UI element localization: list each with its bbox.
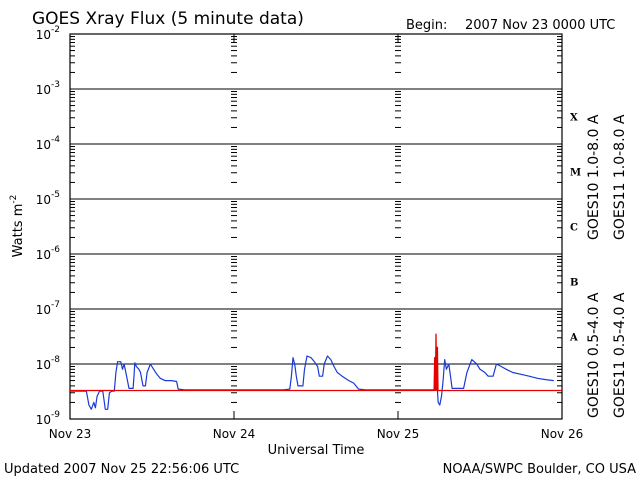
y-axis-label: Watts m-2 — [9, 195, 26, 258]
flare-class-b: B — [570, 278, 578, 289]
legend-goes10-long: GOES10 1.0-8.0 A — [586, 114, 602, 240]
y-tick-label: 10-2 — [36, 25, 60, 42]
y-tick-label: 10-8 — [36, 355, 61, 372]
series-layer — [70, 333, 562, 410]
y-tick-label: 10-5 — [36, 190, 60, 207]
begin-label: Begin: — [406, 18, 447, 33]
y-axis-label-exp: -2 — [9, 195, 19, 204]
x-tick-label: Nov 25 — [377, 427, 420, 441]
y-axis-label-base: Watts m — [11, 204, 26, 258]
y-tick-label: 10-7 — [36, 300, 60, 317]
flare-class-labels: X M C B A — [569, 113, 581, 344]
flare-class-x: X — [570, 113, 578, 124]
chart-title: GOES Xray Flux (5 minute data) — [32, 9, 304, 29]
x-tick-label: Nov 26 — [541, 427, 584, 441]
series-line-goes11-0-5-4-0-a — [70, 355, 554, 410]
y-tick-label: 10-3 — [36, 80, 60, 97]
series-line-goes11-1-0-8-0-a — [70, 333, 562, 392]
gridlines — [70, 88, 562, 365]
y-tick-label: 10-6 — [36, 245, 61, 262]
flare-class-c: C — [570, 223, 578, 234]
legend-goes11-short: GOES11 0.5-4.0 A — [612, 292, 628, 418]
begin-value: 2007 Nov 23 0000 UTC — [465, 18, 615, 33]
credit-text: NOAA/SWPC Boulder, CO USA — [443, 462, 636, 477]
x-tick-label: Nov 23 — [49, 427, 92, 441]
axis-ticks — [69, 34, 563, 419]
updated-timestamp: Updated 2007 Nov 25 22:56:06 UTC — [4, 462, 239, 477]
y-tick-label: 10-4 — [36, 135, 61, 152]
flare-class-a: A — [569, 333, 578, 344]
y-tick-label: 10-9 — [36, 410, 61, 427]
svg-text:Watts m-2: Watts m-2 — [9, 195, 26, 258]
flare-class-m: M — [570, 168, 581, 179]
y-tick-labels: 10-2 10-3 10-4 10-5 10-6 10-7 10-8 10-9 — [36, 25, 61, 427]
plot-frame — [69, 33, 563, 420]
x-tick-labels: Nov 23 Nov 24 Nov 25 Nov 26 — [49, 427, 584, 441]
legend-goes10-short: GOES10 0.5-4.0 A — [586, 292, 602, 418]
x-tick-label: Nov 24 — [213, 427, 256, 441]
x-axis-label: Universal Time — [268, 443, 365, 458]
legend-goes11-long: GOES11 1.0-8.0 A — [612, 114, 628, 240]
